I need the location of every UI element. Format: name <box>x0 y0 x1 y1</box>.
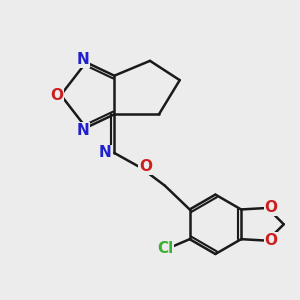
Text: O: O <box>265 233 278 248</box>
Text: O: O <box>265 200 278 215</box>
Text: N: N <box>99 146 112 160</box>
Text: O: O <box>139 159 152 174</box>
Text: N: N <box>77 52 89 67</box>
Text: Cl: Cl <box>157 241 173 256</box>
Text: N: N <box>77 123 89 138</box>
Text: O: O <box>50 88 63 103</box>
